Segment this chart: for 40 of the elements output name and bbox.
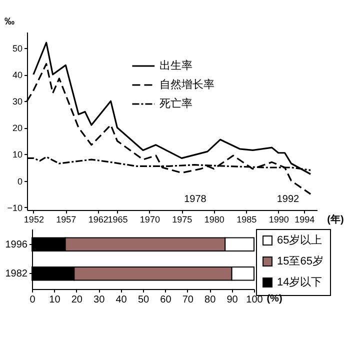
x-tick-label: 1990 xyxy=(268,214,289,224)
x-tick-label: 0 xyxy=(30,294,36,306)
x-axis-title: (年) xyxy=(327,214,344,226)
x-tick-label: 1975 xyxy=(172,214,192,224)
y-tick-label: −10 xyxy=(7,202,22,213)
x-tick-label: 100 xyxy=(246,294,264,306)
x-tick-label: 70 xyxy=(182,294,194,306)
x-tick-label: 50 xyxy=(138,294,150,306)
x-tick-label: 80 xyxy=(204,294,216,306)
annotation: 1978 xyxy=(184,194,207,205)
y-tick-label: 20 xyxy=(12,123,22,134)
legend-label: 15至65岁 xyxy=(277,256,324,268)
x-tick-label: 20 xyxy=(71,294,83,306)
y-axis-title: ‰ xyxy=(4,16,14,28)
y-tick-label: 1982 xyxy=(5,268,28,280)
x-tick-label: 1985 xyxy=(236,214,257,224)
x-tick-label: 1980 xyxy=(204,214,224,224)
y-tick-label: 50 xyxy=(12,43,22,54)
legend-label: 出生率 xyxy=(159,59,192,72)
legend-label: 自然增长率 xyxy=(159,78,214,91)
y-tick-label: 40 xyxy=(12,70,22,80)
x-tick-label: 1962 xyxy=(88,214,108,224)
y-tick-label: 30 xyxy=(12,96,22,107)
legend-label: 14岁以下 xyxy=(277,276,322,288)
x-tick-label: 10 xyxy=(49,294,61,306)
x-tick-label: 1970 xyxy=(140,214,160,224)
x-tick-label: 30 xyxy=(94,294,106,306)
legend-label: 死亡率 xyxy=(159,97,192,110)
x-tick-label: 1957 xyxy=(56,214,76,224)
x-tick-label: 60 xyxy=(160,294,172,306)
x-tick-label: 1952 xyxy=(24,214,44,224)
x-tick-label: 90 xyxy=(226,294,238,306)
y-tick-label: 10 xyxy=(12,150,22,160)
x-tick-label: 1965 xyxy=(108,214,128,224)
y-tick-label: 1996 xyxy=(5,239,28,250)
legend-label: 65岁以上 xyxy=(277,234,322,246)
annotation: 1992 xyxy=(276,194,300,205)
y-tick-label: 0 xyxy=(17,176,22,186)
x-tick-label: 40 xyxy=(116,294,128,306)
x-tick-label: 1994 xyxy=(294,214,315,224)
